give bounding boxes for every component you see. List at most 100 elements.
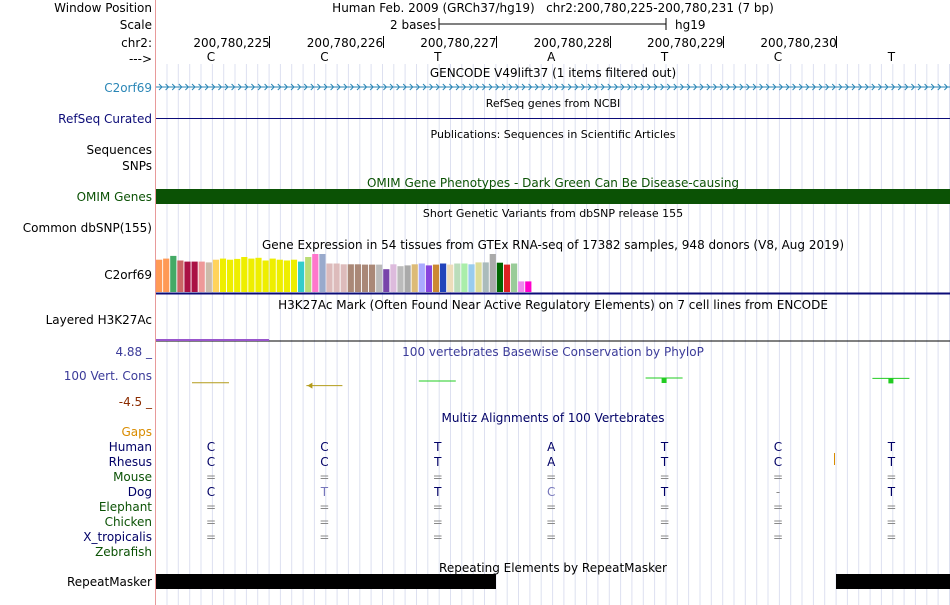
gencode-item-label[interactable]: C2orf69: [104, 81, 152, 95]
gtex-tissue-bar[interactable]: [198, 261, 205, 292]
repeat-element[interactable]: [836, 574, 950, 589]
dbsnp-label[interactable]: Common dbSNP(155): [22, 221, 152, 235]
gtex-tissue-bar[interactable]: [333, 263, 340, 293]
gtex-tissue-bar[interactable]: [170, 255, 177, 292]
assembly-title[interactable]: Human Feb. 2009 (GRCh37/hg19) chr2:200,7…: [332, 1, 774, 15]
gtex-tissue-bar[interactable]: [503, 264, 511, 292]
gtex-tissue-bar[interactable]: [234, 258, 241, 292]
alignment-base: T: [660, 455, 669, 469]
gtex-tissue-bar[interactable]: [369, 264, 376, 292]
h3k27ac-title[interactable]: H3K27Ac Mark (Often Found Near Active Re…: [278, 298, 828, 312]
refseq-gene-feature[interactable]: [156, 118, 950, 119]
gtex-label[interactable]: C2orf69: [104, 268, 152, 282]
species-label[interactable]: Dog: [127, 485, 152, 499]
species-label[interactable]: Elephant: [98, 500, 152, 514]
dbsnp-title[interactable]: Short Genetic Variants from dbSNP releas…: [422, 207, 684, 220]
gtex-bar-graph[interactable]: [156, 252, 950, 296]
phylop-signal[interactable]: [156, 356, 950, 406]
gtex-tissue-bar[interactable]: [205, 262, 212, 292]
gencode-gene-feature[interactable]: [156, 81, 950, 93]
gtex-tissue-bar[interactable]: [425, 265, 432, 292]
publications-title[interactable]: Publications: Sequences in Scientific Ar…: [430, 128, 676, 141]
gtex-title[interactable]: Gene Expression in 54 tissues from GTEx …: [261, 238, 845, 252]
gtex-tissue-bar[interactable]: [376, 264, 383, 292]
phylop-title[interactable]: 100 vertebrates Basewise Conservation by…: [402, 345, 704, 359]
gtex-tissue-bar[interactable]: [319, 254, 326, 292]
gtex-tissue-bar[interactable]: [390, 264, 397, 292]
refseq-title[interactable]: RefSeq genes from NCBI: [485, 97, 621, 110]
scale-db: hg19: [675, 18, 706, 32]
species-label[interactable]: X_tropicalis: [83, 530, 152, 544]
repeatmasker-label[interactable]: RepeatMasker: [66, 575, 152, 589]
species-label[interactable]: Chicken: [104, 515, 152, 529]
gtex-tissue-bar[interactable]: [191, 261, 198, 292]
gtex-tissue-bar[interactable]: [241, 257, 248, 292]
gtex-tissue-bar[interactable]: [290, 259, 298, 292]
gtex-tissue-bar[interactable]: [219, 258, 227, 292]
gtex-tissue-bar[interactable]: [248, 258, 255, 292]
gtex-tissue-bar[interactable]: [262, 260, 269, 293]
species-label[interactable]: Human: [108, 440, 152, 454]
gtex-tissue-bar[interactable]: [347, 264, 354, 292]
gtex-tissue-bar[interactable]: [454, 263, 461, 293]
snps-label[interactable]: SNPs: [122, 159, 152, 173]
gtex-tissue-bar[interactable]: [276, 259, 283, 292]
gtex-tissue-bar[interactable]: [489, 254, 496, 292]
gtex-tissue-bar[interactable]: [212, 259, 219, 292]
gtex-tissue-bar[interactable]: [312, 254, 319, 292]
gtex-tissue-bar[interactable]: [511, 263, 518, 293]
gtex-tissue-bar[interactable]: [383, 269, 390, 292]
gtex-tissue-bar[interactable]: [518, 281, 525, 292]
phylop-label[interactable]: 100 Vert. Cons: [63, 369, 152, 383]
gencode-title[interactable]: GENCODE V49lift37 (1 items filtered out): [429, 66, 677, 80]
gtex-tissue-bar[interactable]: [397, 266, 404, 292]
gtex-tissue-bar[interactable]: [361, 264, 369, 292]
gtex-tissue-bar[interactable]: [418, 263, 425, 293]
gtex-tissue-bar[interactable]: [298, 261, 305, 292]
gtex-tissue-bar[interactable]: [340, 264, 347, 292]
alignment-base: =: [319, 500, 330, 514]
alignment-base: =: [659, 500, 670, 514]
omim-label[interactable]: OMIM Genes: [76, 190, 152, 204]
alignment-base: C: [206, 455, 216, 469]
alignment-base: =: [205, 530, 217, 544]
multiz-title[interactable]: Multiz Alignments of 100 Vertebrates: [441, 411, 665, 425]
gtex-tissue-bar[interactable]: [227, 259, 234, 292]
gtex-tissue-bar[interactable]: [269, 258, 276, 292]
refseq-label[interactable]: RefSeq Curated: [58, 112, 152, 126]
species-label[interactable]: Zebrafish: [95, 545, 152, 559]
gtex-tissue-bar[interactable]: [326, 263, 333, 293]
alignment-base: =: [886, 470, 897, 484]
gtex-tissue-bar[interactable]: [283, 260, 290, 293]
alignment-base: =: [319, 470, 330, 484]
gtex-tissue-bar[interactable]: [468, 264, 475, 292]
gtex-tissue-bar[interactable]: [475, 262, 482, 292]
gtex-tissue-bar[interactable]: [255, 257, 262, 292]
gtex-tissue-bar[interactable]: [354, 264, 361, 292]
gtex-tissue-bar[interactable]: [156, 259, 163, 292]
gap-marker: [834, 453, 835, 465]
repeatmasker-title[interactable]: Repeating Elements by RepeatMasker: [439, 561, 667, 575]
gtex-tissue-bar[interactable]: [305, 257, 312, 292]
repeat-element[interactable]: [156, 574, 496, 589]
omim-feature[interactable]: [156, 189, 950, 204]
gtex-tissue-bar[interactable]: [440, 263, 447, 293]
gtex-tissue-bar[interactable]: [432, 264, 440, 292]
h3k27ac-label[interactable]: Layered H3K27Ac: [45, 313, 152, 327]
gtex-tissue-bar[interactable]: [177, 260, 184, 293]
gtex-tissue-bar[interactable]: [163, 258, 170, 292]
gtex-tissue-bar[interactable]: [447, 264, 454, 292]
gtex-tissue-bar[interactable]: [461, 263, 468, 293]
sequences-label[interactable]: Sequences: [86, 143, 152, 157]
gtex-tissue-bar[interactable]: [404, 265, 411, 292]
gtex-tissue-bar[interactable]: [411, 264, 418, 292]
h3k27ac-signal[interactable]: [156, 335, 950, 343]
gtex-tissue-bar[interactable]: [184, 261, 191, 292]
phylop-max-label: 4.88 _: [115, 345, 152, 359]
species-label[interactable]: Rhesus: [108, 455, 152, 469]
omim-title[interactable]: OMIM Gene Phenotypes - Dark Green Can Be…: [366, 176, 740, 190]
species-label[interactable]: Mouse: [113, 470, 152, 484]
gtex-tissue-bar[interactable]: [525, 281, 532, 292]
gtex-tissue-bar[interactable]: [482, 262, 489, 292]
gtex-tissue-bar[interactable]: [496, 262, 503, 292]
